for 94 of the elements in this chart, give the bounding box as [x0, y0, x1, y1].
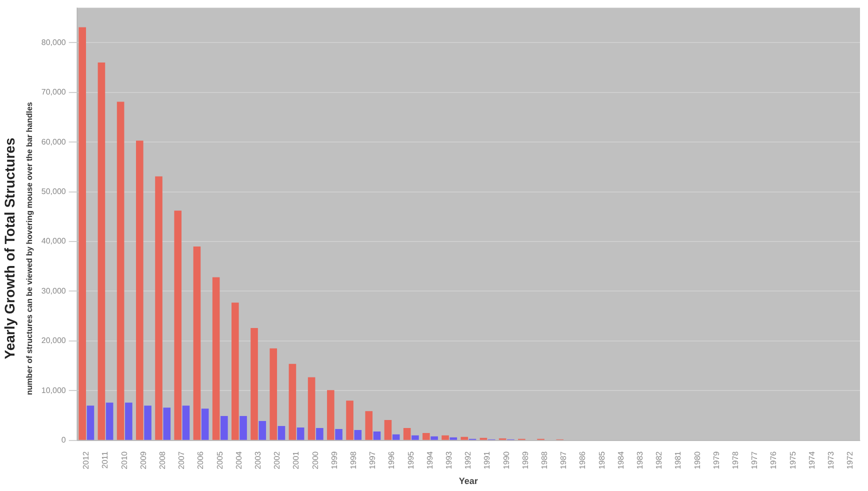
bar	[220, 416, 228, 440]
bar	[327, 390, 334, 440]
y-tick-label: 70,000	[41, 88, 66, 97]
x-tick-label: 1981	[674, 450, 683, 470]
bar	[174, 210, 182, 440]
text: number of structures can be viewed by hovering mouse over the bar handles	[24, 101, 34, 395]
y-tick-label: 0	[61, 436, 66, 445]
y-tick-label: 50,000	[41, 186, 66, 196]
bar	[201, 408, 209, 440]
x-tick-label: 1995	[406, 450, 416, 470]
x-tick-label: 1983	[636, 450, 645, 470]
x-tick-label: 2012	[82, 450, 91, 470]
x-tick-label: 1980	[692, 450, 702, 470]
x-tick-label: 1994	[425, 450, 434, 470]
x-tick-label: 2009	[138, 450, 148, 470]
bar	[316, 428, 324, 440]
x-tick-label: 1972	[846, 450, 855, 470]
x-tick-label: 1977	[750, 450, 760, 470]
x-tick-label: 2003	[254, 450, 263, 470]
x-tick-label: 1997	[368, 450, 378, 470]
bar	[193, 246, 201, 440]
x-tick-label: 2001	[292, 450, 301, 470]
bar	[270, 348, 278, 440]
bar	[430, 436, 438, 440]
text: Yearly Growth of Total Structures	[1, 138, 18, 360]
x-tick-label: 1987	[559, 450, 568, 470]
bar	[258, 421, 266, 440]
x-tick-label: 1974	[807, 450, 816, 470]
x-tick-label: 1975	[788, 450, 798, 470]
x-tick-label: 1973	[826, 450, 836, 470]
x-tick-label: 1992	[464, 450, 473, 470]
bar	[163, 408, 171, 440]
x-tick-label: 1984	[616, 450, 626, 470]
x-tick-label: 2004	[234, 450, 244, 470]
bar	[78, 27, 86, 440]
bar	[365, 411, 373, 440]
bar	[232, 302, 239, 440]
x-tick-label: 1996	[387, 450, 396, 470]
x-tick-label: 1978	[731, 450, 740, 470]
bar	[373, 431, 381, 440]
bar	[442, 435, 449, 440]
x-tick-label: 1990	[502, 450, 511, 470]
y-tick-label: 40,000	[41, 236, 66, 246]
x-tick-label: 2005	[215, 450, 224, 470]
x-tick-label: 2011	[100, 450, 110, 469]
x-tick-label: 1998	[349, 450, 358, 470]
bar	[278, 426, 286, 440]
x-tick-label: 2008	[158, 450, 168, 470]
bar	[403, 428, 411, 440]
x-tick-label: 2010	[120, 450, 129, 470]
x-tick-label: 2002	[272, 450, 282, 470]
bar	[412, 435, 419, 440]
bar	[392, 434, 400, 440]
bar	[155, 176, 162, 440]
bar	[182, 406, 190, 440]
bar	[240, 416, 247, 440]
y-tick-label: 80,000	[41, 38, 66, 47]
x-tick-label: 1989	[520, 450, 530, 470]
bar	[98, 62, 106, 440]
bar	[354, 430, 362, 440]
y-tick-label: 60,000	[41, 137, 66, 146]
x-tick-label: 1986	[578, 450, 588, 470]
bar	[384, 420, 392, 440]
y-tick-label: 20,000	[41, 336, 66, 346]
bar	[125, 402, 132, 440]
bar	[288, 364, 296, 440]
bar	[308, 377, 316, 440]
bar	[422, 432, 430, 440]
x-tick-label: 2006	[196, 450, 206, 470]
y-tick-label: 10,000	[41, 386, 66, 395]
x-tick-label: 1988	[540, 450, 550, 470]
bar	[335, 428, 342, 440]
bar	[136, 140, 144, 440]
bar	[86, 406, 94, 440]
bar	[450, 437, 458, 440]
x-tick-label: 1985	[597, 450, 606, 470]
bar	[106, 402, 114, 440]
y-tick-label: 30,000	[41, 286, 66, 296]
x-tick-label: 1979	[712, 450, 721, 470]
x-axis-title: Year	[458, 476, 478, 486]
x-tick-label: 1982	[654, 450, 664, 470]
x-tick-label: 2007	[177, 450, 186, 470]
bar	[296, 427, 304, 440]
bar	[212, 277, 220, 440]
bar	[116, 102, 124, 440]
x-tick-label: 1976	[769, 450, 778, 470]
bar	[460, 436, 468, 440]
x-tick-label: 1993	[444, 450, 454, 470]
bar	[346, 400, 354, 440]
x-tick-label: 2000	[310, 450, 320, 470]
bar	[144, 406, 152, 440]
x-tick-label: 1991	[482, 450, 492, 470]
bar	[250, 328, 258, 440]
x-tick-label: 1999	[330, 450, 339, 470]
